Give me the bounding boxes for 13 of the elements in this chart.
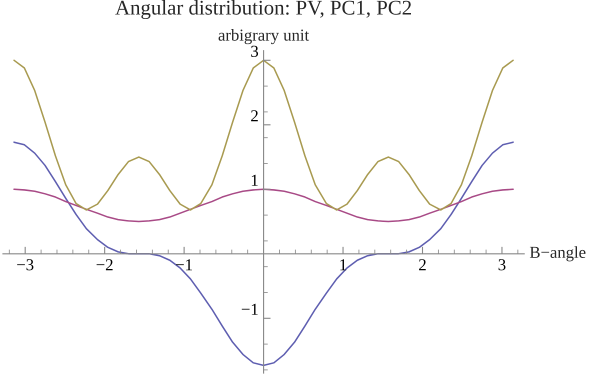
x-tick-label: 3 bbox=[498, 259, 506, 270]
y-tick-label: −1 bbox=[242, 304, 258, 315]
x-tick-label: −2 bbox=[96, 259, 113, 270]
x-tick-label: −1 bbox=[176, 259, 192, 270]
y-tick-label: 1 bbox=[252, 174, 258, 186]
y-axis-title: arbigrary unit bbox=[218, 29, 310, 44]
x-tick-label: 2 bbox=[419, 259, 426, 270]
x-axis-title: B−angle bbox=[530, 246, 586, 262]
x-tick-label: −3 bbox=[17, 259, 34, 270]
y-tick-label: 2 bbox=[251, 110, 258, 122]
x-tick-label: 1 bbox=[340, 259, 346, 270]
chart-title: Angular distribution: PV, PC1, PC2 bbox=[115, 0, 411, 20]
y-tick-label: 3 bbox=[251, 46, 258, 57]
